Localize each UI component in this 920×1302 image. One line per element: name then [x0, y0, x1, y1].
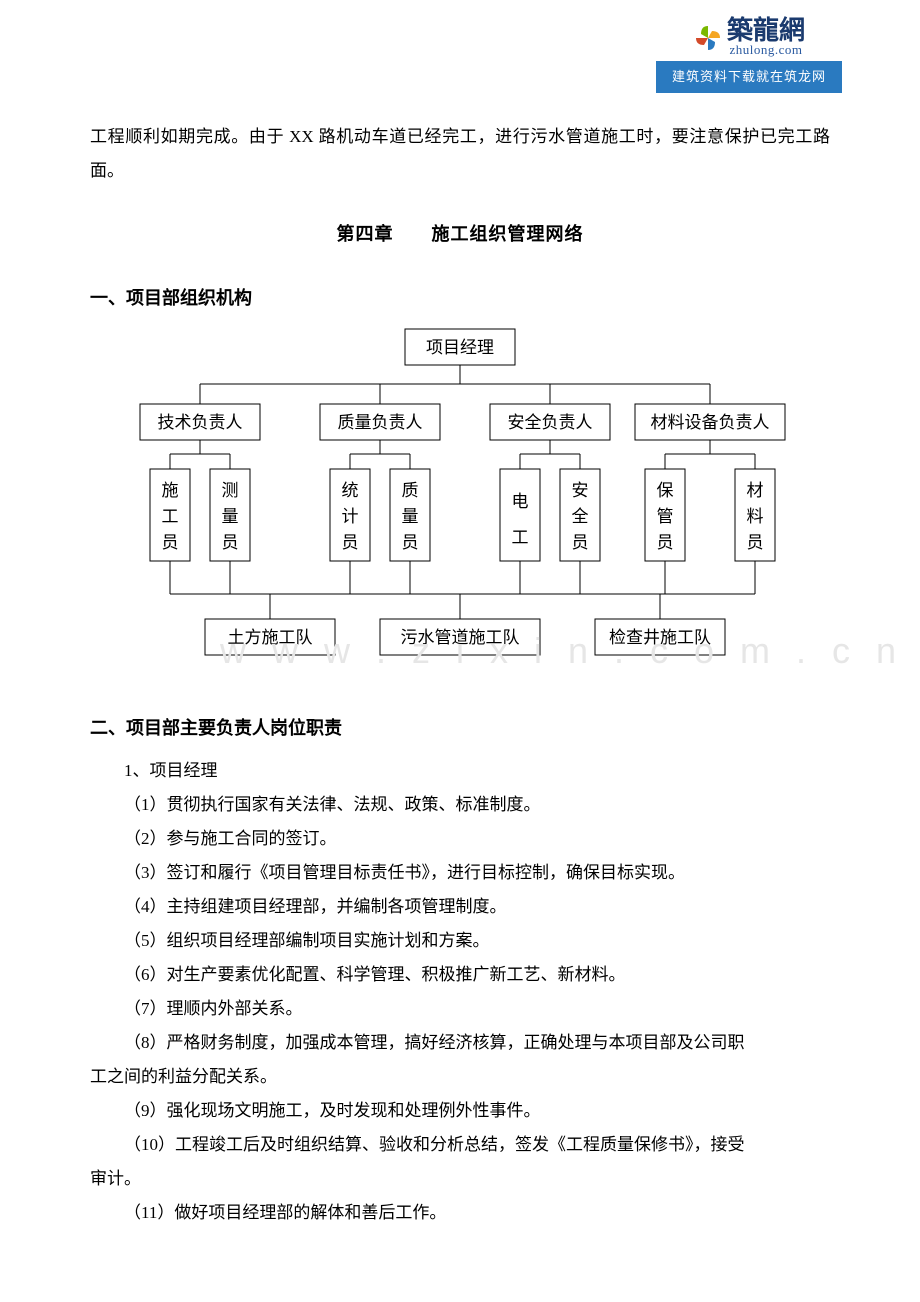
intro-paragraph: 工程顺利如期完成。由于 XX 路机动车道已经完工，进行污水管道施工时，要注意保护… [90, 120, 830, 188]
org-leaf-char: 工 [162, 507, 179, 526]
org-chart: 项目经理 技术负责人 质量负责人 安全负责人 材料设备负责人 [90, 324, 830, 696]
org-leaf-char: 电 [512, 492, 529, 511]
section1-title: 一、项目部组织机构 [90, 280, 830, 316]
org-leaf-char: 员 [162, 533, 179, 552]
org-leaf-char: 统 [342, 481, 359, 500]
org-team-1: 污水管道施工队 [401, 628, 520, 647]
org-leaf-char: 安 [572, 481, 589, 500]
org-leaf-char: 测 [222, 481, 239, 500]
org-leaf-char: 计 [342, 507, 359, 526]
duty-item: （5）组织项目经理部编制项目实施计划和方案。 [90, 924, 830, 958]
org-leaf-char: 料 [747, 507, 764, 526]
org-team-2: 检查井施工队 [609, 628, 711, 647]
org-leaf-char: 员 [572, 533, 589, 552]
logo-top-row: 築龍網 zhulong.com [656, 18, 842, 58]
duty-item: （6）对生产要素优化配置、科学管理、积极推广新工艺、新材料。 [90, 958, 830, 992]
chapter-title: 第四章 施工组织管理网络 [90, 216, 830, 252]
duty-item-10a: （10）工程竣工后及时组织结算、验收和分析总结，签发《工程质量保修书》，接受 [90, 1128, 830, 1162]
org-mid-0: 技术负责人 [158, 413, 243, 432]
org-mid-1: 质量负责人 [338, 413, 423, 432]
pinwheel-icon [693, 23, 723, 53]
duty-role-1: 1、项目经理 [90, 754, 830, 788]
duty-item: （1）贯彻执行国家有关法律、法规、政策、标准制度。 [90, 788, 830, 822]
org-leaf-char: 员 [657, 533, 674, 552]
logo-name: 築龍網 [727, 18, 805, 44]
org-leaf-char: 全 [572, 507, 589, 526]
org-leaf-char: 员 [342, 533, 359, 552]
duty-item: （4）主持组建项目经理部，并编制各项管理制度。 [90, 890, 830, 924]
org-mid-3: 材料设备负责人 [651, 413, 770, 432]
org-leaf-char: 员 [402, 533, 419, 552]
section2-title: 二、项目部主要负责人岗位职责 [90, 710, 830, 746]
org-leaf-char: 工 [512, 528, 529, 547]
duty-item-8b: 工之间的利益分配关系。 [90, 1060, 830, 1094]
duty-item: （7）理顺内外部关系。 [90, 992, 830, 1026]
duty-item: （2）参与施工合同的签订。 [90, 822, 830, 856]
duty-item-10b: 审计。 [90, 1162, 830, 1196]
logo-url: zhulong.com [727, 42, 805, 58]
org-leaf-char: 质 [402, 481, 419, 500]
org-leaf-char: 材 [747, 481, 764, 500]
org-leaf-char: 员 [222, 533, 239, 552]
logo-banner: 建筑资料下载就在筑龙网 [656, 61, 842, 93]
org-leaf-char: 量 [402, 507, 419, 526]
org-leaf-char: 员 [747, 533, 764, 552]
org-leaf-char: 管 [657, 507, 674, 526]
org-leaf-char: 保 [657, 481, 674, 500]
org-team-0: 土方施工队 [228, 628, 313, 647]
org-leaf-char: 施 [162, 481, 179, 500]
org-leaf-char: 量 [222, 507, 239, 526]
org-root: 项目经理 [426, 338, 494, 357]
duty-item-8a: （8）严格财务制度，加强成本管理，搞好经济核算，正确处理与本项目部及公司职 [90, 1026, 830, 1060]
site-logo: 築龍網 zhulong.com 建筑资料下载就在筑龙网 [656, 18, 842, 93]
duty-item: （3）签订和履行《项目管理目标责任书》，进行目标控制，确保目标实现。 [90, 856, 830, 890]
duty-item-9: （9）强化现场文明施工，及时发现和处理例外性事件。 [90, 1094, 830, 1128]
org-leaves [150, 469, 775, 561]
duty-item-11: （11）做好项目经理部的解体和善后工作。 [90, 1196, 830, 1230]
org-mid-2: 安全负责人 [508, 413, 593, 432]
